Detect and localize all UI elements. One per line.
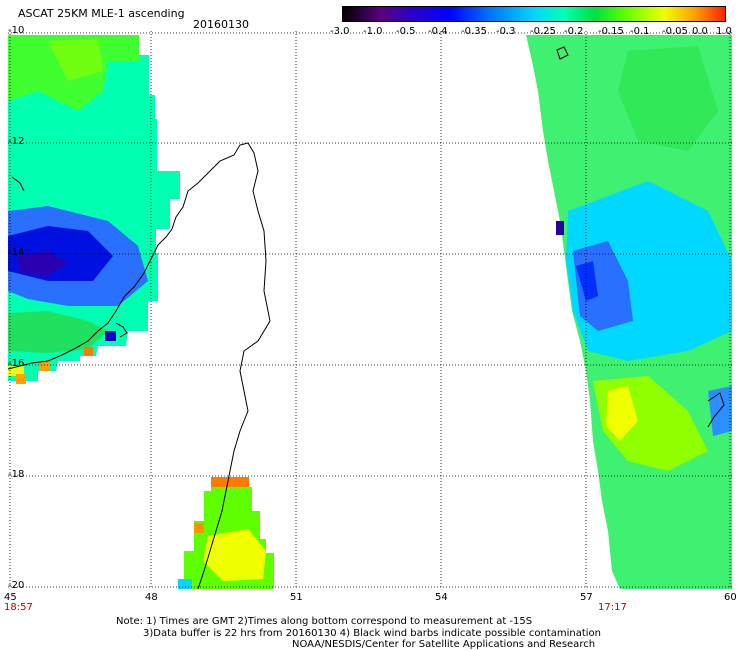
scale-label: -0.15 (598, 26, 624, 37)
left-swath-time: 18:57 (4, 602, 33, 613)
south-data-swath (178, 477, 274, 589)
lon-label: 48 (145, 592, 158, 603)
lat-label: -14 (8, 247, 25, 258)
lat-label: -12 (8, 136, 25, 147)
scale-label: -0.1 (630, 26, 650, 37)
scale-label: -0.4 (428, 26, 448, 37)
scale-label: -0.5 (396, 26, 416, 37)
lat-label: -16 (8, 358, 25, 369)
right-swath-time: 17:17 (598, 602, 627, 613)
color-scale-labels: -3.0 -1.0 -0.5 -0.4 -0.35 -0.3 -0.25 -0.… (328, 26, 738, 38)
lon-label: 51 (290, 592, 303, 603)
lat-label: -18 (8, 469, 25, 480)
coastline (8, 46, 725, 589)
lon-label: 54 (435, 592, 448, 603)
scale-label: -0.25 (530, 26, 556, 37)
scale-label: 0.0 (692, 26, 708, 37)
lon-label: 60 (724, 592, 737, 603)
right-data-swath (526, 35, 732, 589)
product-date: 20160130 (193, 18, 249, 31)
lon-label: 57 (580, 592, 593, 603)
note-line-2: 3)Data buffer is 22 hrs from 20160130 4)… (143, 628, 601, 639)
credit-line: NOAA/NESDIS/Center for Satellite Applica… (292, 639, 596, 650)
left-data-swath (8, 35, 180, 384)
graticule (8, 31, 732, 589)
scale-label: -0.3 (496, 26, 516, 37)
color-scale-bar (342, 6, 726, 22)
scale-label: -0.35 (461, 26, 487, 37)
lon-label: 45 (4, 592, 17, 603)
note-line-1: Note: 1) Times are GMT 2)Times along bot… (116, 616, 533, 627)
lat-label: -20 (8, 580, 25, 591)
lat-label: -10 (8, 25, 25, 36)
scale-label: -3.0 (330, 26, 350, 37)
scale-label: 1.0 (716, 26, 732, 37)
map-panel (8, 31, 732, 589)
scale-label: -1.0 (363, 26, 383, 37)
scale-label: -0.05 (662, 26, 688, 37)
scale-label: -0.2 (564, 26, 584, 37)
product-title: ASCAT 25KM MLE-1 ascending (18, 7, 185, 20)
